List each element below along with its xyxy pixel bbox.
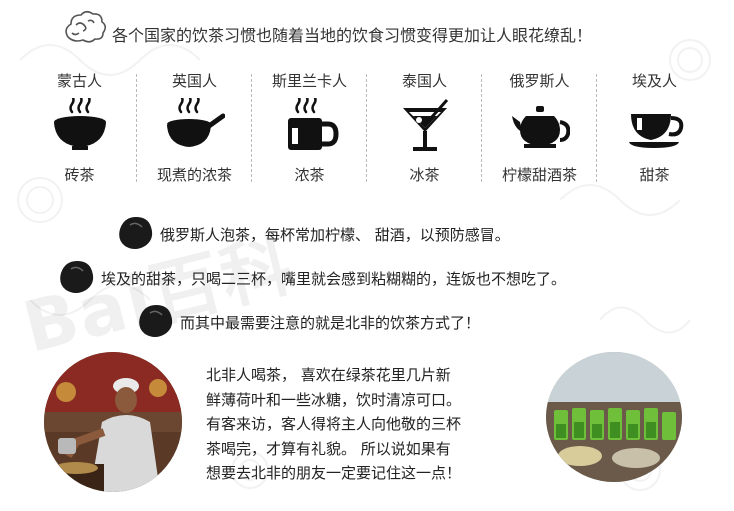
steaming-bowl-icon [53,98,106,150]
note-russia: 俄罗斯人泡茶，每杯常加柠檬、 甜酒，以预防感冒。 [118,215,618,251]
header-text: 各个国家的饮茶习惯也随着当地的饮食习惯变得更加让人眼花缭乱！ [112,26,593,45]
photo-mint-tea-glasses [546,352,682,482]
country-label: 斯里兰卡人 [271,72,347,90]
paragraph-line: 有客来访，客人得将主人向他敬的三杯 [206,415,462,433]
divider [481,74,482,182]
country-label: 泰国人 [401,72,447,90]
note-text: 而其中最需要注意的就是北非的饮茶方式了！ [180,314,481,332]
teacup-saucer-icon [628,114,683,148]
ink-blot-icon [139,305,173,337]
tea-label: 现煮的浓茶 [156,166,232,184]
ink-blot-icon [60,261,94,293]
photo-tea-pouring-man [44,352,182,492]
divider [251,74,252,182]
divider [136,74,137,182]
tea-label: 砖茶 [64,166,95,184]
custom-britain: 英国人 现煮的浓茶 [137,68,252,186]
paragraph-line: 茶喝完，才算有礼貌。 所以说如果有 [206,439,451,458]
cloud-icon [65,10,106,43]
country-label: 埃及人 [631,72,677,90]
paragraph-line: 北非人喝茶， 喜欢在绿茶花里几片新 [206,366,451,384]
tea-label: 甜茶 [639,166,670,184]
customs-row: 蒙古人 砖茶 英国人 现煮的浓茶 斯里兰卡人 [22,68,712,190]
steaming-mug-icon [287,98,339,150]
ink-blot-icon [119,217,153,249]
custom-thailand: 泰国人 冰茶 [367,68,482,186]
teapot-icon [511,106,570,148]
steaming-saucepan-icon [166,98,225,147]
country-label: 蒙古人 [56,72,102,90]
custom-mongolia: 蒙古人 砖茶 [22,68,137,186]
paragraph-line: 鲜薄荷叶和一些冰糖，饮时清凉可口。 [206,390,462,409]
divider [366,74,367,182]
tea-label: 冰茶 [409,166,440,184]
divider [596,74,597,182]
country-label: 英国人 [171,72,217,90]
custom-egypt: 埃及人 甜茶 [597,68,712,186]
custom-russia: 俄罗斯人 柠檬甜酒茶 [482,68,597,186]
paragraph-line: 想要去北非的朋友一定要记住这一点！ [206,464,462,482]
note-egypt: 埃及的甜茶，只喝二三杯，嘴里就会感到粘糊糊的，连饭也不想吃了。 [59,259,679,295]
tea-label: 柠檬甜酒茶 [501,166,577,184]
note-text: 埃及的甜茶，只喝二三杯，嘴里就会感到粘糊糊的，连饭也不想吃了。 [101,270,567,288]
note-text: 俄罗斯人泡茶，每杯常加柠檬、 甜酒，以预防感冒。 [160,226,510,244]
cocktail-glass-icon [402,99,448,151]
custom-sri-lanka: 斯里兰卡人 浓茶 [252,68,367,186]
country-label: 俄罗斯人 [509,72,570,90]
note-north-africa: 而其中最需要注意的就是北非的饮茶方式了！ [138,303,558,339]
north-africa-paragraph: 北非人喝茶， 喜欢在绿茶花里几片新 鲜薄荷叶和一些冰糖，饮时清凉可口。 有客来访… [206,363,526,486]
tea-label: 浓茶 [294,166,325,184]
header: 各个国家的饮茶习惯也随着当地的饮食习惯变得更加让人眼花缭乱！ [0,0,734,58]
